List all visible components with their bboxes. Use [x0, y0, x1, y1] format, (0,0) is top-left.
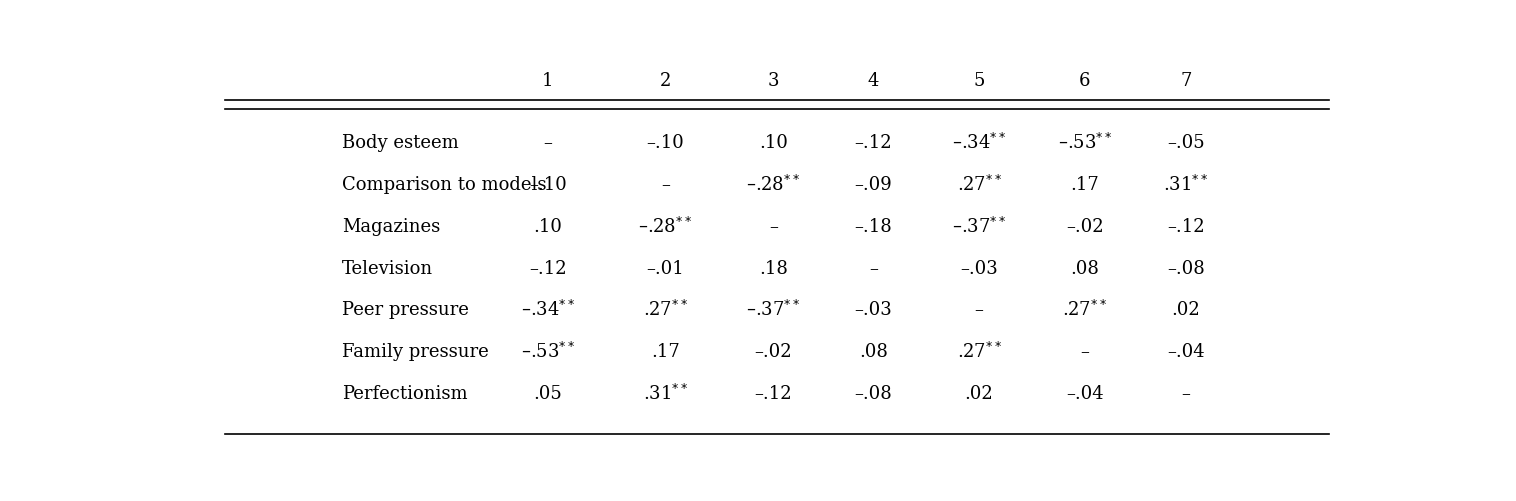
Text: .08: .08 [1070, 259, 1099, 277]
Text: .08: .08 [860, 342, 888, 360]
Text: 3: 3 [767, 72, 779, 90]
Text: –: – [769, 217, 778, 235]
Text: –.37$^{**}$: –.37$^{**}$ [746, 300, 800, 320]
Text: 1: 1 [543, 72, 553, 90]
Text: –.05: –.05 [1167, 134, 1205, 152]
Text: –.02: –.02 [1066, 217, 1104, 235]
Text: –.34$^{**}$: –.34$^{**}$ [952, 133, 1007, 153]
Text: –.08: –.08 [1167, 259, 1205, 277]
Text: –.04: –.04 [1167, 342, 1205, 360]
Text: –.12: –.12 [755, 384, 793, 402]
Text: –.53$^{**}$: –.53$^{**}$ [520, 341, 575, 361]
Text: –.10: –.10 [529, 176, 567, 194]
Text: 4: 4 [867, 72, 879, 90]
Text: .31$^{**}$: .31$^{**}$ [1163, 175, 1208, 195]
Text: –.03: –.03 [855, 301, 893, 319]
Text: .27$^{**}$: .27$^{**}$ [957, 175, 1002, 195]
Text: –: – [661, 176, 670, 194]
Text: –.08: –.08 [855, 384, 893, 402]
Text: –.09: –.09 [855, 176, 893, 194]
Text: –.10: –.10 [646, 134, 684, 152]
Text: Body esteem: Body esteem [343, 134, 459, 152]
Text: 6: 6 [1079, 72, 1090, 90]
Text: –.28$^{**}$: –.28$^{**}$ [638, 216, 693, 236]
Text: .17: .17 [650, 342, 679, 360]
Text: –.12: –.12 [529, 259, 567, 277]
Text: –: – [975, 301, 984, 319]
Text: –.12: –.12 [1167, 217, 1205, 235]
Text: .27$^{**}$: .27$^{**}$ [1063, 300, 1107, 320]
Text: .02: .02 [1172, 301, 1201, 319]
Text: –.02: –.02 [755, 342, 793, 360]
Text: Television: Television [343, 259, 434, 277]
Text: Magazines: Magazines [343, 217, 441, 235]
Text: Perfectionism: Perfectionism [343, 384, 468, 402]
Text: –.12: –.12 [855, 134, 891, 152]
Text: 7: 7 [1179, 72, 1192, 90]
Text: .02: .02 [964, 384, 993, 402]
Text: –: – [1081, 342, 1088, 360]
Text: .27$^{**}$: .27$^{**}$ [957, 341, 1002, 361]
Text: .17: .17 [1070, 176, 1099, 194]
Text: –.01: –.01 [646, 259, 684, 277]
Text: –.53$^{**}$: –.53$^{**}$ [1058, 133, 1113, 153]
Text: .27$^{**}$: .27$^{**}$ [643, 300, 688, 320]
Text: –.18: –.18 [855, 217, 893, 235]
Text: –: – [543, 134, 552, 152]
Text: .18: .18 [760, 259, 788, 277]
Text: .31$^{**}$: .31$^{**}$ [643, 383, 688, 403]
Text: Comparison to models: Comparison to models [343, 176, 547, 194]
Text: .10: .10 [760, 134, 788, 152]
Text: 2: 2 [659, 72, 672, 90]
Text: –.37$^{**}$: –.37$^{**}$ [952, 216, 1007, 236]
Text: –.03: –.03 [960, 259, 998, 277]
Text: –: – [869, 259, 878, 277]
Text: –.34$^{**}$: –.34$^{**}$ [520, 300, 575, 320]
Text: Family pressure: Family pressure [343, 342, 490, 360]
Text: .05: .05 [534, 384, 562, 402]
Text: –.28$^{**}$: –.28$^{**}$ [746, 175, 800, 195]
Text: –.04: –.04 [1066, 384, 1104, 402]
Text: 5: 5 [973, 72, 985, 90]
Text: Peer pressure: Peer pressure [343, 301, 468, 319]
Text: .10: .10 [534, 217, 562, 235]
Text: –: – [1181, 384, 1190, 402]
